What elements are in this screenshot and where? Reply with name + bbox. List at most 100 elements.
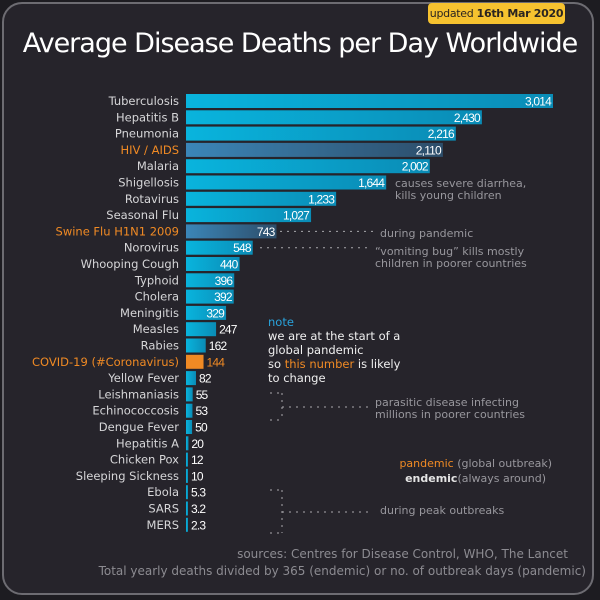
value-label: 2,110 (416, 143, 442, 157)
category-label: Seasonal Flu (106, 208, 179, 222)
note-line: to change (268, 371, 326, 385)
category-label: SARS (148, 502, 179, 516)
value-label: 2,216 (428, 127, 455, 141)
annotation-line: parasitic disease infecting (375, 396, 519, 409)
category-label: Pneumonia (115, 127, 179, 141)
footer-method: Total yearly deaths divided by 365 (ende… (98, 564, 586, 578)
annotation-line: kills young children (395, 189, 502, 202)
category-label: Ebola (147, 485, 179, 499)
annotation-swine: during pandemic (380, 227, 474, 240)
value-label: 55 (196, 388, 209, 402)
value-label: 2.3 (191, 518, 206, 532)
value-label: 329 (206, 306, 225, 320)
value-label: 10 (191, 469, 204, 483)
bar (186, 191, 337, 206)
value-label: 396 (215, 274, 234, 288)
legend-endemic-key: endemic (405, 472, 458, 485)
category-label: Meningitis (120, 306, 179, 320)
note-heading: note (268, 315, 294, 329)
bar (186, 354, 204, 369)
covid-note: note we are at the start of a global pan… (268, 315, 400, 385)
note-highlight: this number (284, 357, 355, 371)
category-label: MERS (147, 518, 179, 532)
value-label: 53 (195, 404, 208, 418)
value-label: 1,233 (308, 192, 335, 206)
value-label: 1,644 (358, 176, 385, 190)
annotation-line: children in poorer countries (375, 257, 527, 270)
bar (186, 240, 253, 255)
category-label: Sleeping Sickness (76, 469, 179, 483)
note-line: we are at the start of a (268, 329, 401, 343)
value-label: 247 (219, 323, 238, 337)
chart-title: Average Disease Deaths per Day Worldwide (22, 28, 579, 59)
category-label: Shigellosis (118, 176, 179, 190)
category-label: COVID-19 (#Coronavirus) (32, 355, 179, 369)
bar (186, 273, 235, 288)
legend-endemic-desc: (always around) (457, 472, 546, 485)
note-line: so this number is likely (268, 357, 401, 371)
bar (186, 257, 240, 271)
bar (186, 501, 188, 516)
legend-endemic: endemic(always around) (405, 472, 546, 485)
category-label: Rotavirus (125, 192, 179, 206)
bar (186, 224, 277, 239)
category-label: Whooping Cough (81, 257, 179, 271)
category-label: Hepatitis B (116, 110, 179, 124)
annotation-line: causes severe diarrhea, (395, 177, 527, 190)
category-label: Norovirus (124, 241, 179, 255)
category-label: Rabies (141, 339, 179, 353)
category-label: Yellow Fever (107, 371, 179, 385)
updated-badge: updated 16th Mar 2020 (428, 3, 565, 24)
bar (186, 387, 193, 402)
bar (186, 517, 188, 532)
annotation-norovirus: “vomiting bug” kills mostly children in … (375, 246, 527, 270)
bar (186, 485, 188, 500)
annotation-peak: during peak outbreaks (380, 504, 505, 517)
bar (186, 338, 206, 353)
value-label: 548 (233, 241, 252, 255)
category-label: Malaria (137, 159, 179, 173)
category-label: HIV / AIDS (120, 143, 179, 157)
category-label: Hepatitis A (116, 436, 179, 450)
bar (186, 94, 553, 108)
category-label: Dengue Fever (99, 420, 179, 434)
value-label: 440 (220, 258, 239, 272)
category-label: Leishmaniasis (98, 387, 179, 401)
bar (186, 208, 312, 223)
badge-prefix: updated (429, 7, 474, 20)
bar (186, 371, 196, 386)
value-label: 392 (214, 290, 233, 304)
category-label: Cholera (135, 290, 179, 304)
legend-pandemic: pandemic (global outbreak) (399, 457, 552, 470)
category-label: Echinococcosis (92, 404, 179, 418)
legend-pandemic-key: pandemic (399, 457, 454, 470)
value-label: 1,027 (283, 209, 310, 223)
bar (186, 159, 430, 174)
value-label: 20 (191, 437, 204, 451)
bar (186, 110, 482, 125)
legend-pandemic-desc: (global outbreak) (457, 457, 552, 470)
value-label: 743 (257, 225, 276, 239)
value-label: 3.2 (191, 502, 206, 516)
bar (186, 468, 188, 483)
bar (186, 142, 443, 157)
bar (186, 403, 193, 418)
annotation-brackets (260, 230, 378, 534)
category-label: Chicken Pox (110, 453, 179, 467)
value-label: 2,430 (454, 111, 481, 125)
category-label: Swine Flu H1N1 2009 (56, 224, 179, 238)
badge-date: 16th Mar 2020 (476, 7, 564, 20)
annotation-parasitic: parasitic disease infecting millions in … (375, 397, 525, 421)
bar (186, 322, 217, 337)
value-label: 50 (195, 421, 208, 435)
value-label: 3,014 (525, 95, 552, 109)
annotation-shigellosis: causes severe diarrhea, kills young chil… (395, 178, 526, 202)
value-label: 162 (209, 339, 228, 353)
category-label: Typhoid (134, 273, 179, 287)
note-line: global pandemic (268, 343, 364, 357)
value-label: 144 (207, 355, 226, 369)
bar (186, 452, 188, 467)
footer-sources: sources: Centres for Disease Control, WH… (237, 547, 568, 561)
bar (186, 436, 189, 451)
